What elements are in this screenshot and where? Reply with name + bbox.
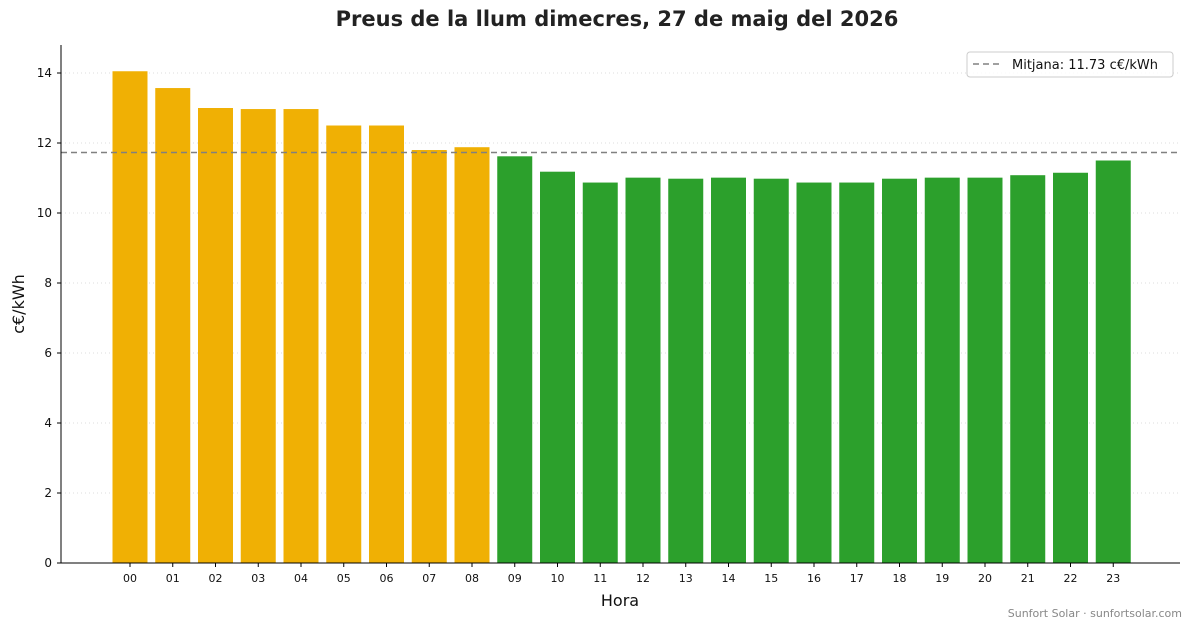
bar-hour-11: [582, 182, 618, 564]
bar-hour-20: [967, 177, 1003, 563]
x-tick-label: 07: [422, 572, 436, 585]
y-tick-label: 6: [44, 346, 52, 360]
x-tick-label: 16: [807, 572, 821, 585]
y-axis-label: c€/kWh: [9, 274, 28, 334]
x-tick-label: 11: [593, 572, 607, 585]
x-tick-label: 15: [764, 572, 778, 585]
x-tick-label: 02: [209, 572, 223, 585]
bar-hour-06: [369, 125, 404, 563]
x-tick-label: 03: [251, 572, 265, 585]
x-tick-label: 05: [337, 572, 351, 585]
x-tick-label: 20: [978, 572, 992, 585]
bar-hour-23: [1095, 160, 1131, 563]
x-tick-label: 10: [551, 572, 565, 585]
bar-hour-14: [711, 177, 746, 563]
y-tick-label: 2: [44, 486, 52, 500]
x-tick-label: 17: [850, 572, 864, 585]
bar-hour-13: [668, 178, 704, 563]
bar-hour-04: [283, 109, 319, 564]
legend-box: [966, 51, 1174, 78]
bar-hour-12: [625, 177, 661, 563]
bar-hour-03: [240, 109, 276, 564]
bar-hour-21: [1010, 175, 1046, 563]
bar-hour-10: [540, 171, 575, 563]
y-tick-label: 8: [44, 276, 52, 290]
x-tick-label: 00: [123, 572, 137, 585]
bar-hour-17: [839, 182, 875, 564]
x-tick-label: 01: [166, 572, 180, 585]
legend: Mitjana: 11.73 c€/kWh: [966, 51, 1174, 78]
footer-credit: Sunfort Solar · sunfortsolar.com: [1008, 607, 1182, 620]
x-tick-label: 09: [508, 572, 522, 585]
x-axis-label: Hora: [601, 591, 639, 610]
bar-hour-19: [924, 177, 960, 563]
bars: [112, 71, 1131, 564]
x-tick-label: 08: [465, 572, 479, 585]
y-tick-label: 12: [37, 136, 52, 150]
legend-average-label: Mitjana: 11.73 c€/kWh: [1012, 58, 1158, 73]
bar-hour-22: [1053, 172, 1088, 563]
x-tick-label: 23: [1106, 572, 1120, 585]
bar-hour-07: [411, 150, 447, 563]
y-tick-label: 14: [37, 66, 52, 80]
bar-hour-15: [753, 178, 789, 563]
x-tick-label: 14: [722, 572, 736, 585]
y-tick-label: 0: [44, 556, 52, 570]
x-tick-label: 19: [935, 572, 949, 585]
x-ticks: 00 01 02 03 04 05 06 07 08 09 10 11 12 13 14 15 16 17 18 19…: [123, 563, 1120, 585]
x-tick-label: 13: [679, 572, 693, 585]
x-tick-label: 06: [380, 572, 394, 585]
bar-hour-09: [497, 156, 533, 564]
x-tick-label: 21: [1021, 572, 1035, 585]
y-tick-label: 4: [44, 416, 52, 430]
bar-hour-18: [882, 178, 917, 563]
x-tick-label: 18: [893, 572, 907, 585]
chart-title: Preus de la llum dimecres, 27 de maig de…: [336, 7, 899, 31]
bar-hour-01: [155, 88, 191, 564]
bar-hour-00: [112, 71, 148, 563]
x-tick-label: 12: [636, 572, 650, 585]
y-tick-label: 10: [37, 206, 52, 220]
bar-hour-05: [326, 125, 362, 563]
bar-hour-02: [198, 108, 233, 563]
x-tick-label: 22: [1064, 572, 1078, 585]
bar-hour-08: [454, 147, 490, 563]
y-ticks: 0 2 4 6 8 10 12 14: [37, 66, 61, 570]
bar-hour-16: [796, 182, 832, 564]
x-tick-label: 04: [294, 572, 308, 585]
